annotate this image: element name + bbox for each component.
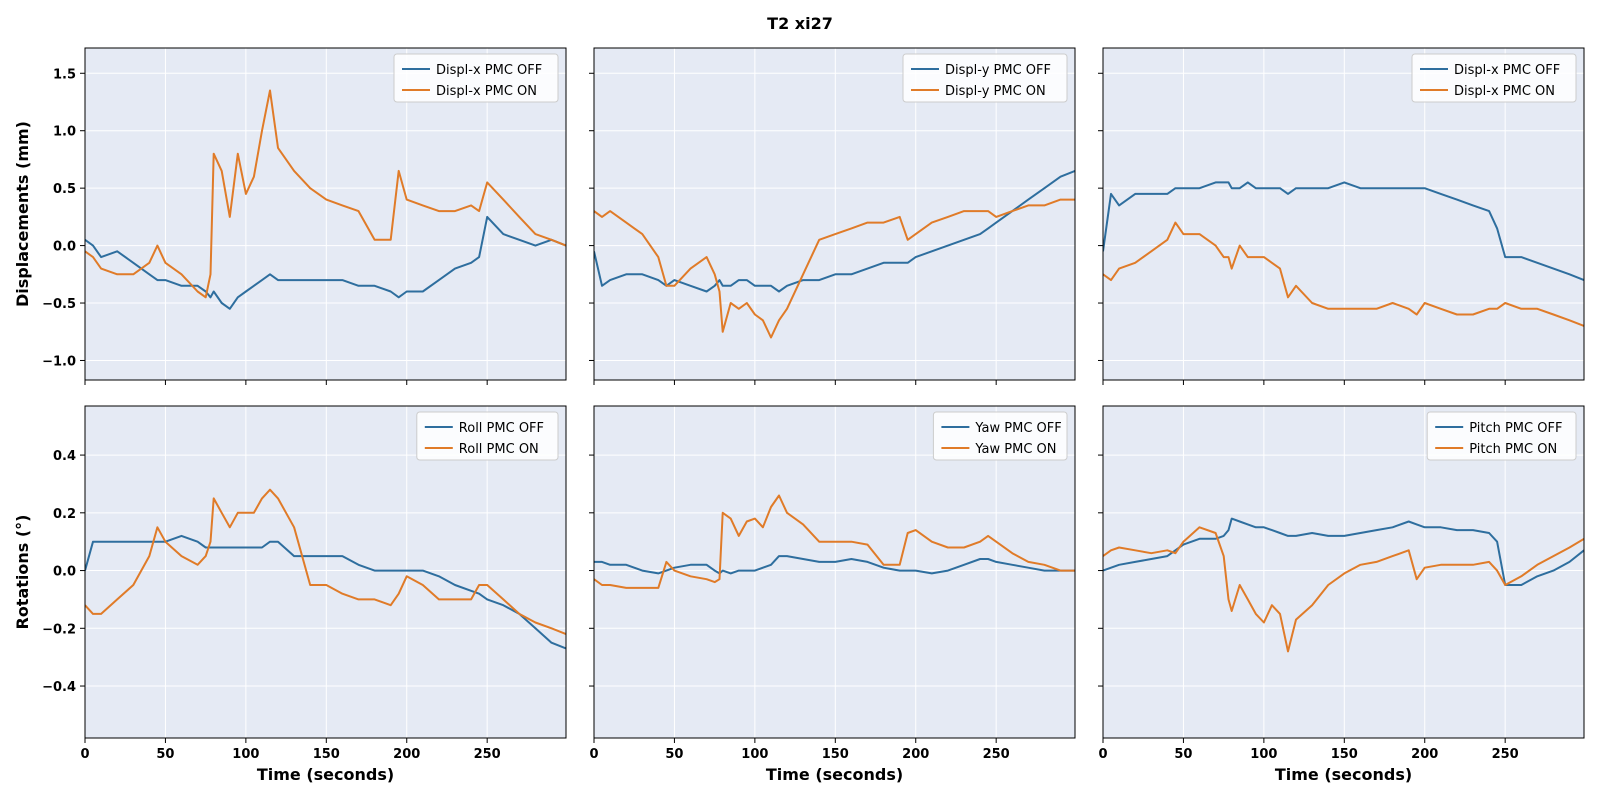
panel-5-xtick-label-1: 50 — [1174, 747, 1192, 762]
panel-1-legend: Displ-y PMC OFF Displ-y PMC ON — [902, 53, 1068, 103]
panel-2-frame — [1102, 47, 1585, 381]
panel-2-series-1-line — [1103, 221, 1584, 327]
panel-3-ytick-label-0: −0.4 — [42, 680, 76, 695]
panel-3: 0 50 100 150 200 250 −0.4 −0.2 0.0 0.2 0.4 Roll PMC… — [42, 405, 567, 762]
panel-5-legend-box — [1426, 411, 1577, 461]
panel-3-ytick-label-1: −0.2 — [42, 622, 76, 637]
panel-3-xtick-label-1: 50 — [156, 747, 174, 762]
panel-2: Displ-x PMC OFF Displ-x PMC ON — [1098, 47, 1585, 385]
panels: −1.0−0.50.00.51.01.5 Displ-x PMC OFFDispl… — [42, 47, 1585, 762]
figure-title: T2 xi27 — [767, 14, 833, 33]
panel-5-frame — [1102, 405, 1585, 739]
panel-0-legend: Displ-x PMC OFF Displ-x PMC ON — [393, 53, 559, 103]
panel-4-series-1-line — [594, 494, 1075, 589]
panel-1-legend-box — [902, 53, 1068, 103]
panel-0-ytick-label-5: 1.5 — [53, 67, 76, 82]
ylabel-row-1: Rotations (°) — [13, 515, 32, 630]
panel-3-xtick-label-5: 250 — [474, 747, 501, 762]
panel-0-legend-label-1: Displ-x PMC ON — [436, 84, 537, 99]
panel-3-legend: Roll PMC OFF Roll PMC ON — [416, 411, 559, 461]
xlabel-col-2: Time (seconds) — [1275, 765, 1412, 784]
panel-0-ytick-label-3: 0.5 — [53, 182, 76, 197]
column-labels: Time (seconds) Time (seconds) Time (second… — [257, 765, 1412, 784]
panel-3-ytick-label-4: 0.4 — [53, 449, 76, 464]
panel-5-series-1-line — [1103, 526, 1584, 653]
panel-4-xtick-label-5: 250 — [983, 747, 1010, 762]
panel-4-xtick-label-2: 100 — [741, 747, 768, 762]
ylabel-row-0: Displacements (mm) — [13, 121, 32, 307]
panel-3-legend-label-1: Roll PMC ON — [459, 442, 539, 457]
panel-5-xtick-label-2: 100 — [1250, 747, 1277, 762]
panel-1-legend-label-1: Displ-y PMC ON — [945, 84, 1046, 99]
panel-4-xtick-label-1: 50 — [665, 747, 683, 762]
panel-3-ytick-label-2: 0.0 — [53, 565, 76, 580]
panel-5-legend-label-1: Pitch PMC ON — [1469, 442, 1557, 457]
panel-4-xtick-label-4: 200 — [902, 747, 929, 762]
panel-4-frame — [593, 405, 1076, 739]
panel-0-ytick-label-0: −1.0 — [42, 354, 76, 369]
panel-5-legend-label-0: Pitch PMC OFF — [1469, 421, 1562, 436]
xlabel-col-0: Time (seconds) — [257, 765, 394, 784]
panel-2-legend-box — [1411, 53, 1577, 103]
panel-3-frame — [84, 405, 567, 739]
panel-4-legend-label-0: Yaw PMC OFF — [974, 421, 1061, 436]
panel-5: 0 50 100 150 200 250 Pitch PMC OFF Pitch PMC ON — [1098, 405, 1585, 762]
panel-4-xtick-label-3: 150 — [822, 747, 849, 762]
panel-5-xtick-label-5: 250 — [1492, 747, 1519, 762]
panel-1-series-1-line — [594, 198, 1075, 339]
panel-4-legend-label-1: Yaw PMC ON — [974, 442, 1056, 457]
panel-2-series-0-line — [1103, 181, 1584, 282]
panel-0-series-1-line — [85, 89, 566, 299]
panel-1-series-0-line — [594, 169, 1075, 293]
panel-4: 0 50 100 150 200 250 Yaw PMC OFF Yaw PMC ON — [589, 405, 1076, 762]
panel-0-ytick-label-1: −0.5 — [42, 297, 76, 312]
panel-1-legend-label-0: Displ-y PMC OFF — [945, 63, 1051, 78]
panel-4-legend: Yaw PMC OFF Yaw PMC ON — [932, 411, 1068, 461]
panel-0-frame — [84, 47, 567, 381]
panel-0-ytick-label-2: 0.0 — [53, 240, 76, 255]
panel-5-xtick-label-3: 150 — [1331, 747, 1358, 762]
panel-0: −1.0−0.50.00.51.01.5 Displ-x PMC OFFDispl… — [42, 47, 567, 385]
panel-4-xtick-label-0: 0 — [589, 747, 598, 762]
panel-3-ytick-label-3: 0.2 — [53, 507, 76, 522]
panel-3-series-0-line — [85, 534, 566, 650]
panel-0-ytick-label-4: 1.0 — [53, 125, 76, 140]
panel-1: Displ-y PMC OFF Displ-y PMC ON — [589, 47, 1076, 385]
panel-0-legend-label-0: Displ-x PMC OFF — [436, 63, 542, 78]
panel-0-legend-box — [393, 53, 559, 103]
panel-5-xtick-label-4: 200 — [1411, 747, 1438, 762]
panel-1-frame — [593, 47, 1076, 381]
xlabel-col-1: Time (seconds) — [766, 765, 903, 784]
panel-3-xtick-label-0: 0 — [80, 747, 89, 762]
panel-3-series-1-line — [85, 488, 566, 636]
panel-2-legend: Displ-x PMC OFF Displ-x PMC ON — [1411, 53, 1577, 103]
panel-3-xtick-label-3: 150 — [313, 747, 340, 762]
panel-2-legend-label-1: Displ-x PMC ON — [1454, 84, 1555, 99]
panel-5-legend: Pitch PMC OFF Pitch PMC ON — [1426, 411, 1577, 461]
panel-0-series-0-line — [85, 215, 566, 310]
row-labels: Displacements (mm) Rotations (°) — [13, 121, 32, 629]
panel-3-xtick-label-2: 100 — [232, 747, 259, 762]
panel-3-legend-label-0: Roll PMC OFF — [459, 421, 544, 436]
panel-5-xtick-label-0: 0 — [1098, 747, 1107, 762]
panel-3-xtick-label-4: 200 — [393, 747, 420, 762]
panel-2-legend-label-0: Displ-x PMC OFF — [1454, 63, 1560, 78]
